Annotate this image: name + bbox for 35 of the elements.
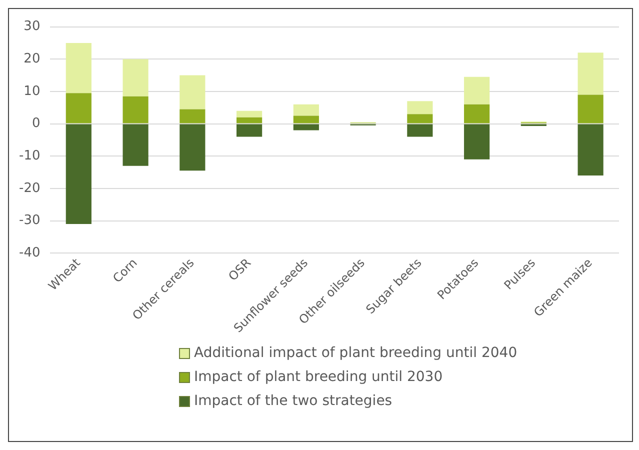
bar	[578, 52, 604, 95]
bar	[180, 75, 206, 110]
bar	[122, 124, 148, 166]
y-tick-label: -30	[19, 213, 40, 228]
bar	[407, 101, 433, 114]
bar	[464, 104, 490, 124]
bar	[66, 124, 92, 224]
y-tick-label: -10	[19, 148, 40, 164]
bar	[180, 109, 206, 124]
bar	[236, 110, 262, 118]
y-tick-label: 20	[24, 52, 40, 67]
bar	[578, 124, 604, 176]
y-tick-label: -20	[19, 180, 40, 196]
bar	[293, 116, 319, 124]
y-tick-label: 30	[24, 19, 40, 34]
bar	[293, 104, 319, 116]
legend-label: Impact of the two strategies	[194, 393, 392, 409]
bar	[293, 124, 319, 130]
bar	[122, 59, 148, 96]
legend-label: Impact of plant breeding until 2030	[194, 369, 443, 385]
bar	[407, 124, 433, 137]
bar	[66, 42, 92, 94]
bar	[407, 114, 433, 124]
bar	[236, 117, 262, 124]
y-tick-label: 10	[24, 84, 40, 99]
legend-label: Additional impact of plant breeding until 2040	[194, 345, 518, 361]
bar	[236, 124, 262, 137]
bar	[578, 94, 604, 124]
bar	[180, 124, 206, 171]
y-tick-label: 0	[32, 116, 40, 132]
bar	[464, 76, 490, 104]
bar	[66, 93, 92, 124]
bar	[122, 96, 148, 124]
y-tick-label: -40	[19, 246, 40, 260]
bar	[464, 124, 490, 160]
